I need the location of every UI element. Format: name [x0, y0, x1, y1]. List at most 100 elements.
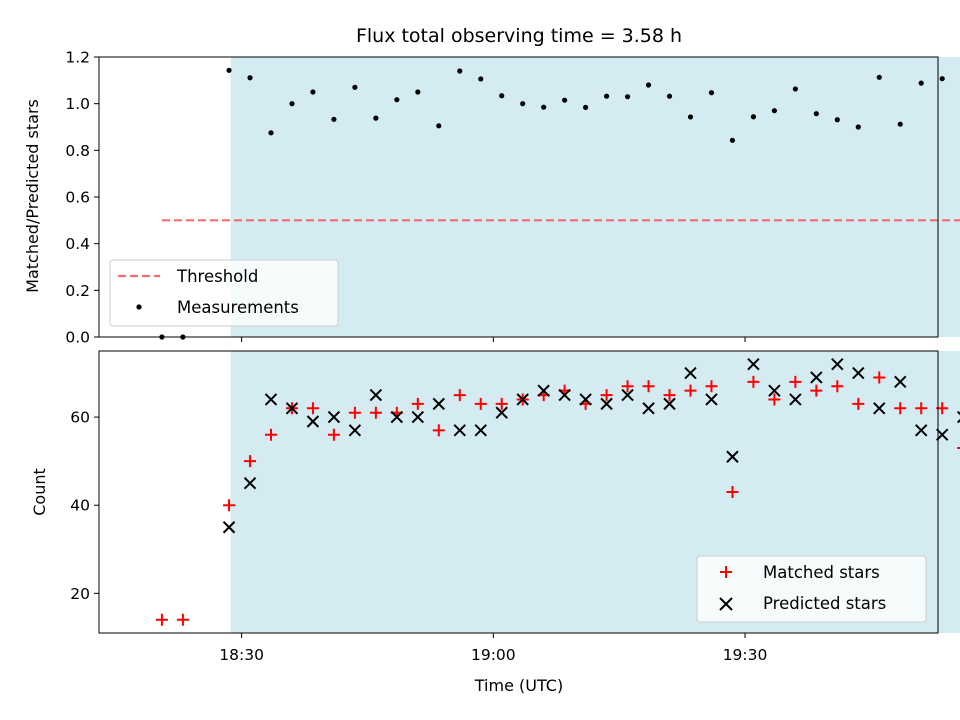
predicted-stars-point [474, 424, 487, 437]
legend-ratio-box [109, 259, 339, 327]
matched-stars-point [768, 393, 781, 406]
matched-stars-point [957, 446, 960, 449]
matched-stars-point [873, 371, 886, 384]
predicted-stars-point [768, 384, 781, 397]
matched-stars-point [642, 380, 655, 393]
measurement-point [457, 68, 463, 74]
matched-stars-point [915, 402, 928, 415]
legend-counts-box [696, 555, 927, 623]
predicted-stars-point [306, 415, 320, 428]
axes-frame-counts [98, 350, 939, 634]
measurement-point [603, 93, 610, 99]
predicted-stars-point [537, 384, 550, 397]
y-tick-label-counts: 40 [70, 497, 90, 515]
predicted-stars-point [935, 428, 949, 441]
matched-stars-point [495, 397, 508, 410]
legend-threshold-label: Threshold [176, 267, 258, 286]
measurement-point [583, 104, 589, 110]
measurement-point [562, 97, 568, 103]
measurement-point [394, 97, 400, 103]
observing-window-ratio [230, 57, 960, 337]
predicted-stars-point [411, 410, 425, 424]
measurement-point [247, 75, 253, 81]
measurement-point [226, 67, 232, 73]
predicted-stars-point [831, 358, 844, 371]
measurement-point [520, 101, 526, 107]
predicted-stars-point [726, 450, 739, 463]
matched-stars-point [306, 402, 319, 415]
measurement-point [352, 84, 358, 90]
matched-stars-point [453, 389, 466, 402]
predicted-stars-point [579, 393, 592, 406]
matched-stars-point [264, 428, 277, 441]
measurement-point [373, 115, 379, 121]
measurement-point [792, 86, 798, 92]
matched-stars-point [894, 402, 907, 415]
chart-title: Flux total observing time = 3.58 h [356, 25, 682, 47]
legend-ratio: Threshold Measurements [109, 259, 339, 327]
measurement-point [834, 117, 840, 123]
legend-measurements-swatch [136, 304, 142, 310]
matched-stars-point [600, 389, 613, 402]
measurement-point [415, 89, 421, 95]
y-axis-label-ratio: Matched/Predicted stars [23, 99, 42, 293]
matched-stars-point [852, 397, 865, 410]
measurement-point [541, 104, 547, 110]
predicted-stars-point [558, 388, 571, 402]
matched-stars-point [155, 613, 168, 626]
matched-stars-point [327, 428, 340, 441]
measurement-point [918, 80, 924, 86]
predicted-stars-point [369, 388, 383, 402]
predicted-stars-point [516, 393, 529, 406]
measurement-point [478, 76, 484, 82]
predicted-stars-point [852, 366, 865, 380]
legend-predicted-label: Predicted stars [763, 594, 886, 613]
measurement-point [729, 137, 736, 143]
ratio-panel: 0.0 0.2 0.4 0.6 0.8 1.0 1.2 [65, 49, 960, 347]
matched-stars-point [705, 380, 718, 393]
measurement-point [855, 124, 861, 130]
matched-stars-point [369, 406, 382, 419]
measurement-point [897, 121, 903, 127]
measurement-point [331, 116, 337, 122]
x-tick-label: 18:30 [219, 646, 264, 664]
predicted-stars-point [789, 393, 802, 406]
predicted-stars-point [873, 402, 886, 415]
matched-stars-point [176, 613, 189, 626]
predicted-stars-point [285, 402, 299, 415]
measurement-point [939, 76, 945, 82]
x-tick-label: 19:30 [723, 646, 768, 664]
measurement-point [310, 89, 316, 95]
predicted-stars-point [264, 393, 278, 406]
matched-stars-point [726, 486, 739, 498]
predicted-stars-point [621, 388, 634, 402]
measurement-point [750, 114, 757, 120]
legend-measurements-label: Measurements [177, 298, 299, 317]
y-tick-label-counts: 60 [70, 409, 90, 427]
predicted-stars-point [348, 424, 362, 437]
measurement-point [499, 93, 505, 99]
y-tick-label-counts: 20 [70, 585, 90, 603]
matched-stars-point [348, 406, 361, 419]
matched-stars-point [663, 389, 676, 402]
matched-stars-point [684, 384, 697, 397]
predicted-stars-point [915, 424, 928, 437]
measurement-point [268, 130, 274, 136]
measurement-point [813, 111, 819, 117]
measurement-point [771, 108, 777, 114]
matched-stars-point [223, 499, 236, 512]
y-tick-label-ratio: 1.0 [65, 95, 90, 113]
predicted-stars-point [327, 410, 341, 424]
y-tick-label-ratio: 0.6 [65, 189, 90, 207]
x-tick-label: 19:00 [471, 646, 516, 664]
measurement-point [687, 114, 694, 120]
predicted-stars-point [684, 366, 697, 380]
predicted-stars-point [663, 397, 676, 411]
legend-counts: Matched stars Predicted stars [696, 555, 927, 623]
measurement-point [289, 101, 295, 107]
predicted-stars-point [810, 371, 823, 384]
matched-stars-point [621, 380, 634, 393]
predicted-stars-point [243, 476, 257, 490]
predicted-stars-point [600, 397, 613, 411]
